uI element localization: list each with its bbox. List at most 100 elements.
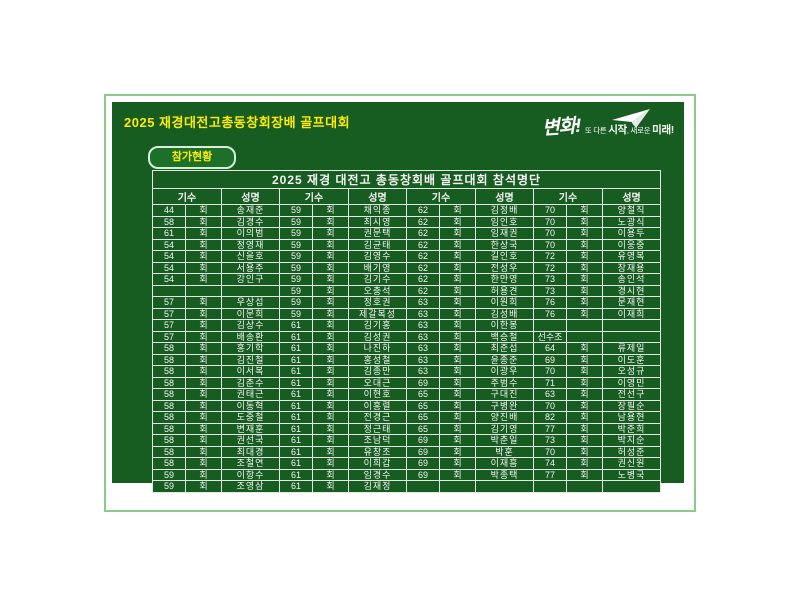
cell-gisu-number: 58 [152, 376, 186, 389]
cell-name: 양철직 [601, 204, 662, 217]
cell-name: 김재정 [348, 480, 407, 493]
cell-name: 한상국 [475, 238, 534, 251]
tagline-pre: 또 다른 [584, 126, 609, 135]
cell-name: 장재용 [601, 261, 662, 274]
cell-hoe: 회 [566, 227, 603, 240]
cell-hoe: 회 [185, 399, 222, 412]
cell-gisu-number: 61 [279, 330, 313, 343]
cell-name: 양진배 [475, 411, 534, 424]
cell-hoe: 회 [312, 365, 349, 378]
cell-name: 김기홍 [348, 319, 407, 332]
cell-gisu-number: 54 [152, 273, 186, 286]
cell-gisu-number [533, 319, 567, 332]
cell-hoe [439, 480, 476, 493]
cell-hoe: 회 [566, 376, 603, 389]
logo-tagline: 또 다른 시작, 새로운 미래! [584, 124, 674, 136]
cell-hoe: 회 [185, 422, 222, 435]
cell-name: 이동혁 [221, 399, 280, 412]
table-row: 58 회 조철연 61 회 이희갑 69 회 이재흠 74 회 권신원 [152, 457, 662, 470]
cell-hoe: 회 [439, 457, 476, 470]
cell-gisu-number: 69 [406, 445, 440, 458]
cell-hoe: 회 [312, 250, 349, 263]
cell-name: 김기영 [475, 422, 534, 435]
cell-hoe [566, 330, 603, 343]
outer-frame: 2025 재경대전고총동창회장배 골프대회 참가현황 변화! 또 다른 시작, … [104, 94, 696, 512]
cell-gisu-number: 58 [152, 411, 186, 424]
cell-name: 장필순 [601, 399, 662, 412]
cell-hoe: 회 [185, 411, 222, 424]
header-name: 성명 [475, 188, 534, 205]
cell-gisu-number: 61 [279, 468, 313, 481]
cell-hoe: 회 [312, 468, 349, 481]
cell-hoe: 회 [312, 342, 349, 355]
cell-gisu-number: 57 [152, 296, 186, 309]
cell-gisu-number: 73 [533, 434, 567, 447]
cell-hoe: 회 [312, 284, 349, 297]
cell-hoe: 회 [185, 365, 222, 378]
cell-hoe: 회 [312, 480, 349, 493]
cell-gisu-number: 63 [406, 353, 440, 366]
cell-hoe: 회 [566, 365, 603, 378]
cell-gisu-number: 61 [279, 480, 313, 493]
cell-name: 유창조 [348, 445, 407, 458]
cell-name: 전성우 [475, 261, 534, 274]
cell-gisu-number [406, 480, 440, 493]
cell-hoe: 회 [312, 227, 349, 240]
cell-name: 노광식 [601, 215, 662, 228]
cell-hoe: 회 [185, 388, 222, 401]
cell-hoe: 회 [439, 204, 476, 217]
cell-name: 임재권 [475, 227, 534, 240]
cell-hoe: 회 [439, 319, 476, 332]
cell-name: 김진철 [221, 353, 280, 366]
header-gisu: 기수 [406, 188, 476, 205]
cell-hoe: 회 [185, 457, 222, 470]
cell-gisu-number: 59 [279, 273, 313, 286]
cell-gisu-number: 61 [152, 227, 186, 240]
cell-hoe: 회 [439, 365, 476, 378]
slogan-logo: 변화! 또 다른 시작, 새로운 미래! [514, 109, 674, 156]
cell-gisu-number: 65 [406, 388, 440, 401]
cell-gisu-number: 58 [152, 434, 186, 447]
table-row: 58 회 김춘수 61 회 오대근 69 회 주범수 71 회 이영민 [152, 376, 662, 389]
table-row: 59 회 조영삼 61 회 김재정 [152, 480, 662, 493]
cell-hoe: 회 [566, 273, 603, 286]
cell-name: 조철연 [221, 457, 280, 470]
cell-hoe: 회 [439, 250, 476, 263]
cell-gisu-number: 61 [279, 457, 313, 470]
column-header-row: 기수 성명 기수 성명 기수 성명 기수 성명 [152, 188, 662, 205]
cell-hoe: 회 [185, 204, 222, 217]
cell-hoe: 회 [566, 261, 603, 274]
cell-name: 송재준 [221, 204, 280, 217]
cell-hoe: 회 [185, 468, 222, 481]
cell-name: 김균태 [348, 238, 407, 251]
cell-hoe [185, 284, 222, 297]
cell-name: 김정배 [475, 204, 534, 217]
cell-gisu-number: 58 [152, 353, 186, 366]
cell-hoe: 회 [566, 468, 603, 481]
cell-gisu-number: 61 [279, 445, 313, 458]
header-name: 성명 [348, 188, 407, 205]
header-gisu: 기수 [533, 188, 603, 205]
table-row: 58 회 이동혁 61 회 이홍렬 65 회 구병완 70 회 장필순 [152, 399, 662, 412]
cell-hoe: 회 [185, 215, 222, 228]
header-gisu: 기수 [279, 188, 349, 205]
cell-gisu-number: 62 [406, 250, 440, 263]
cell-name: 남용현 [601, 411, 662, 424]
cell-gisu-number: 77 [533, 422, 567, 435]
cell-gisu-number: 58 [152, 388, 186, 401]
cell-hoe: 회 [185, 330, 222, 343]
cell-hoe: 회 [439, 227, 476, 240]
participation-status-button[interactable]: 참가현황 [148, 146, 236, 169]
cell-hoe: 회 [439, 330, 476, 343]
cell-gisu-number [533, 480, 567, 493]
cell-name: 임경수 [348, 468, 407, 481]
cell-gisu-number: 64 [533, 342, 567, 355]
cell-gisu-number: 62 [406, 204, 440, 217]
cell-name: 전경근 [348, 411, 407, 424]
cell-name: 전선구 [601, 388, 662, 401]
cell-hoe: 회 [439, 468, 476, 481]
cell-hoe: 회 [566, 284, 603, 297]
cell-name: 정근태 [348, 422, 407, 435]
cell-name [601, 480, 662, 493]
cell-name: 권신원 [601, 457, 662, 470]
